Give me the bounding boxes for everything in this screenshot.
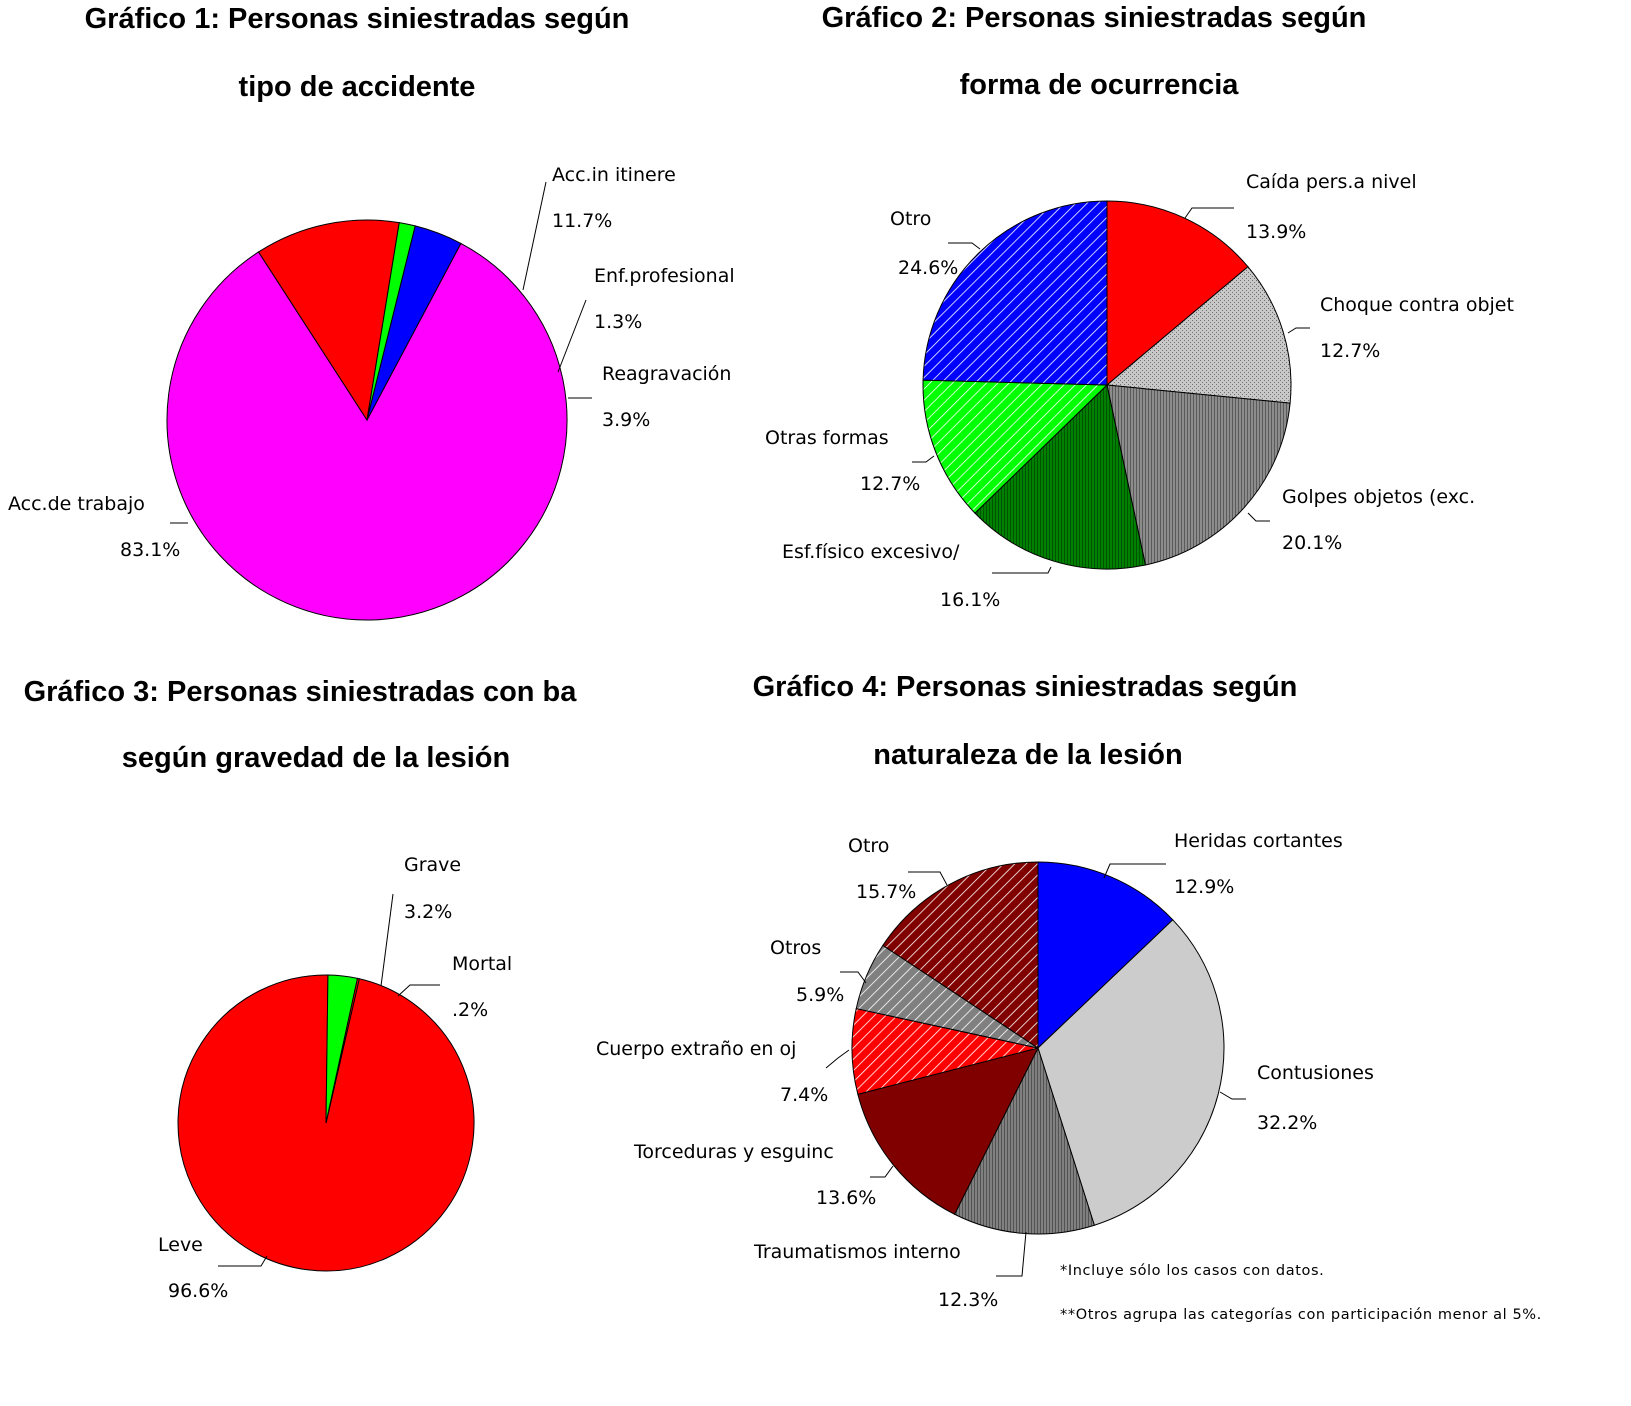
chart1-title-line-2: tipo de accidente xyxy=(239,71,476,103)
chart4-label-otros: Otros xyxy=(770,937,821,959)
chart1-value-label-enf-profesional: 1.3% xyxy=(594,311,642,333)
chart2-leader-esf-fisico-excesivo xyxy=(992,566,1052,574)
chart3-title-line-2: según gravedad de la lesión xyxy=(122,742,510,774)
chart2-slice-otras-formas xyxy=(922,379,1109,514)
chart4-label-otro: Otro xyxy=(848,835,889,857)
chart2-leader-otras-formas xyxy=(912,455,935,463)
chart2-slice-golpes-objetos-exc xyxy=(1106,384,1291,566)
chart3-leader-mortal xyxy=(397,984,440,997)
chart1-value-label-acc-in-itinere: 11.7% xyxy=(552,210,612,232)
chart3-label-leve: Leve xyxy=(158,1234,203,1256)
chart3-value-label-mortal: .2% xyxy=(452,999,488,1021)
chart2-value-label-otras-formas: 12.7% xyxy=(860,473,920,495)
chart1-leader-enf-profesional xyxy=(557,299,587,373)
chart2-value-label-otro: 24.6% xyxy=(898,257,958,279)
chart4-title-line-1: Gráfico 4: Personas siniestradas según xyxy=(753,671,1298,703)
chart1-label-enf-profesional: Enf.profesional xyxy=(594,265,735,287)
chart3-value-label-leve: 96.6% xyxy=(168,1280,228,1302)
chart4-slice-otro xyxy=(882,861,1039,1049)
chart4-leader-otros xyxy=(840,971,867,984)
chart2-value-label-caida-pers-a-nivel: 13.9% xyxy=(1246,221,1306,243)
chart2-label-otro: Otro xyxy=(890,208,931,230)
chart4-slice-torceduras-y-esguinc xyxy=(857,1047,1039,1215)
chart2-value-label-esf-fisico-excesivo: 16.1% xyxy=(940,589,1000,611)
chart4-leader-heridas-cortantes xyxy=(1103,863,1166,879)
chart2-title-line-1: Gráfico 2: Personas siniestradas según xyxy=(822,2,1367,34)
chart4-label-cuerpo-extrano-en-oj: Cuerpo extraño en oj xyxy=(596,1038,796,1060)
chart3-label-grave: Grave xyxy=(404,854,461,876)
chart4-value-label-cuerpo-extrano-en-oj: 7.4% xyxy=(780,1084,828,1106)
chart4-slice-contusiones xyxy=(1037,919,1225,1226)
chart1-slice-reagravacion xyxy=(366,225,462,421)
chart3-leader-grave xyxy=(380,893,394,987)
chart2-label-caida-pers-a-nivel: Caída pers.a nivel xyxy=(1246,171,1417,193)
chart1-label-acc-de-trabajo: Acc.de trabajo xyxy=(8,493,145,515)
chart1-label-acc-in-itinere: Acc.in itinere xyxy=(552,164,676,186)
chart3-label-mortal: Mortal xyxy=(452,953,512,975)
chart2-label-otras-formas: Otras formas xyxy=(765,427,889,449)
chart4-leader-torceduras-y-esguinc xyxy=(870,1165,894,1178)
chart4-slice-traumatismos-interno xyxy=(953,1046,1095,1235)
footnote-1: *Incluye sólo los casos con datos. xyxy=(1060,1263,1324,1279)
chart1-slice-acc-de-trabajo xyxy=(166,242,568,621)
footnote-2: **Otros agrupa las categorías con partic… xyxy=(1060,1307,1542,1323)
chart2-leader-choque-contra-objet xyxy=(1287,327,1310,334)
chart3-leader-leve xyxy=(218,1255,268,1267)
chart2-leader-otro xyxy=(948,242,981,250)
chart2-slice-choque-contra-objet xyxy=(1105,265,1292,404)
chart2-value-label-choque-contra-objet: 12.7% xyxy=(1320,340,1380,362)
chart4-slice-heridas-cortantes xyxy=(1037,861,1174,1050)
chart4-value-label-traumatismos-interno: 12.3% xyxy=(938,1289,998,1311)
chart4-label-torceduras-y-esguinc: Torceduras y esguinc xyxy=(633,1141,834,1163)
chart1-slice-acc-in-itinere xyxy=(257,219,400,422)
chart1-value-label-reagravacion: 3.9% xyxy=(602,409,650,431)
chart4-value-label-torceduras-y-esguinc: 13.6% xyxy=(816,1187,876,1209)
chart1-title-line-1: Gráfico 1: Personas siniestradas según xyxy=(85,3,630,35)
chart4-value-label-contusiones: 32.2% xyxy=(1257,1112,1317,1134)
chart4-label-traumatismos-interno: Traumatismos interno xyxy=(753,1241,961,1263)
chart2-slice-otro xyxy=(922,200,1108,386)
chart2-label-golpes-objetos-exc: Golpes objetos (exc. xyxy=(1282,486,1475,508)
chart2-value-label-golpes-objetos-exc: 20.1% xyxy=(1282,532,1342,554)
chart2-label-choque-contra-objet: Choque contra objet xyxy=(1320,294,1514,316)
chart2-leader-caida-pers-a-nivel xyxy=(1184,207,1234,219)
chart4-leader-cuerpo-extrano-en-oj xyxy=(825,1049,850,1069)
chart4-title-line-2: naturaleza de la lesión xyxy=(873,739,1182,771)
chart3-slice-mortal xyxy=(325,977,360,1124)
chart4-value-label-heridas-cortantes: 12.9% xyxy=(1174,876,1234,898)
chart2-slice-esf-fisico-excesivo xyxy=(974,384,1147,570)
chart3-value-label-grave: 3.2% xyxy=(404,901,452,923)
chart2-label-esf-fisico-excesivo: Esf.físico excesivo/ xyxy=(782,541,960,563)
chart2-slice-caida-pers-a-nivel xyxy=(1106,200,1249,387)
chart3-title-line-1: Gráfico 3: Personas siniestradas con ba xyxy=(24,676,578,708)
chart4-label-contusiones: Contusiones xyxy=(1257,1062,1374,1084)
chart1-leader-acc-in-itinere xyxy=(522,181,547,291)
chart4-leader-traumatismos-interno xyxy=(996,1231,1027,1277)
chart4-label-heridas-cortantes: Heridas cortantes xyxy=(1174,830,1343,852)
chart4-value-label-otros: 5.9% xyxy=(796,984,844,1006)
chart1-label-reagravacion: Reagravación xyxy=(602,363,731,385)
chart4-value-label-otro: 15.7% xyxy=(856,881,916,903)
chart4-leader-contusiones xyxy=(1219,1091,1246,1100)
chart2-leader-golpes-objetos-exc xyxy=(1247,512,1270,522)
chart1-value-label-acc-de-trabajo: 83.1% xyxy=(120,539,180,561)
chart2-title-line-2: forma de ocurrencia xyxy=(960,69,1240,101)
chart4-leader-otro xyxy=(908,871,948,886)
